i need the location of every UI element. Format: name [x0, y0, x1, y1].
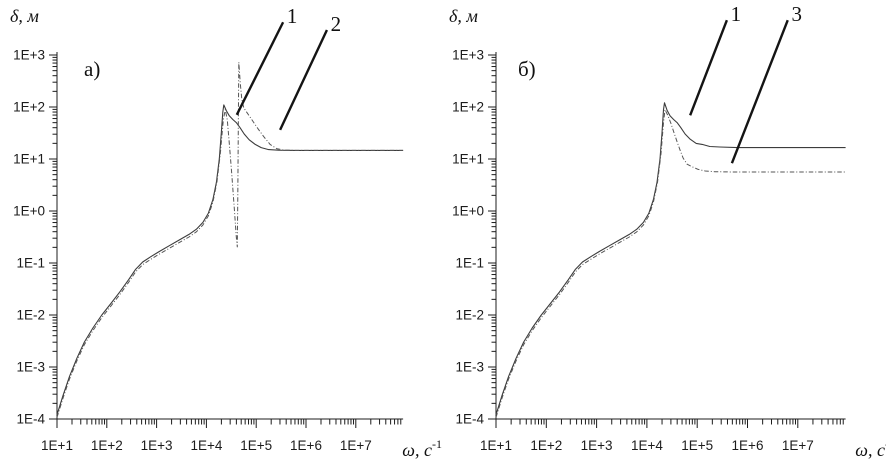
- y-tick-label: 1E+0: [452, 204, 484, 219]
- y-tick-label: 1E+2: [452, 100, 484, 115]
- x-tick-label: 1E+3: [141, 438, 173, 453]
- pointer-label-1: 1: [731, 2, 742, 26]
- x-tick-label: 1E+4: [631, 438, 663, 453]
- y-tick-label: 1E+1: [13, 152, 45, 167]
- x-tick-label: 1E+7: [340, 438, 372, 453]
- y-tick-label: 1E-3: [455, 360, 484, 375]
- panel-a: 1E+1 1E+2 1E+3 1E+4 1E+5 1E+6 1E+7 1E+3 1E+2 1E+1…: [10, 4, 442, 460]
- y-tick-label: 1E-4: [16, 412, 45, 427]
- y-tick-label: 1E-2: [16, 308, 45, 323]
- x-tick-label: 1E+2: [91, 438, 123, 453]
- panel-letter: а): [84, 57, 100, 81]
- y-tick-label: 1E-3: [16, 360, 45, 375]
- x-tick-label: 1E+5: [240, 438, 272, 453]
- x-axis-title: ω, с-1: [855, 437, 886, 460]
- curve-3: [495, 109, 846, 418]
- chart-а): 1E+1 1E+2 1E+3 1E+4 1E+5 1E+6 1E+7 1E+3 1E+2 1E+1…: [10, 4, 442, 460]
- x-tick-label: 1E+4: [190, 438, 222, 453]
- y-tick-label: 1E+2: [13, 100, 45, 115]
- chart-б): 1E+1 1E+2 1E+3 1E+4 1E+5 1E+6 1E+7 1E+3 1E+2 1E+1…: [449, 2, 886, 460]
- panel-b: 1E+1 1E+2 1E+3 1E+4 1E+5 1E+6 1E+7 1E+3 1E+2 1E+1…: [443, 0, 886, 466]
- x-tick-label: 1E+2: [530, 438, 562, 453]
- panel-letter: б): [518, 57, 536, 81]
- x-tick-label: 1E+7: [782, 438, 814, 453]
- curve-1: [56, 104, 404, 415]
- x-tick-label: 1E+5: [681, 438, 713, 453]
- x-tick-label: 1E+3: [581, 438, 613, 453]
- pointer-line-1: [689, 19, 728, 116]
- x-tick-label: 1E+6: [290, 438, 322, 453]
- y-tick-label: 1E+0: [13, 204, 45, 219]
- curve-1: [495, 102, 846, 415]
- y-tick-label: 1E-4: [455, 412, 484, 427]
- y-tick-label: 1E+3: [13, 48, 45, 63]
- x-axis-title: ω, с-1: [402, 437, 442, 460]
- curve-2: [56, 61, 404, 418]
- pointer-line-1: [235, 21, 285, 116]
- pointer-label-2: 2: [331, 12, 342, 36]
- pointer-label-3: 3: [791, 2, 802, 26]
- y-tick-label: 1E-2: [455, 308, 484, 323]
- y-tick-label: 1E-1: [16, 256, 45, 271]
- y-tick-label: 1E-1: [455, 256, 484, 271]
- pointer-line-3: [730, 19, 789, 164]
- y-axis-title: δ, м: [10, 6, 39, 26]
- y-tick-label: 1E+1: [452, 152, 484, 167]
- y-axis-title: δ, м: [449, 6, 478, 26]
- y-tick-label: 1E+3: [452, 48, 484, 63]
- x-tick-label: 1E+1: [480, 438, 512, 453]
- pointer-label-1: 1: [287, 4, 298, 28]
- x-tick-label: 1E+6: [732, 438, 764, 453]
- x-tick-label: 1E+1: [41, 438, 73, 453]
- pointer-line-2: [279, 29, 329, 131]
